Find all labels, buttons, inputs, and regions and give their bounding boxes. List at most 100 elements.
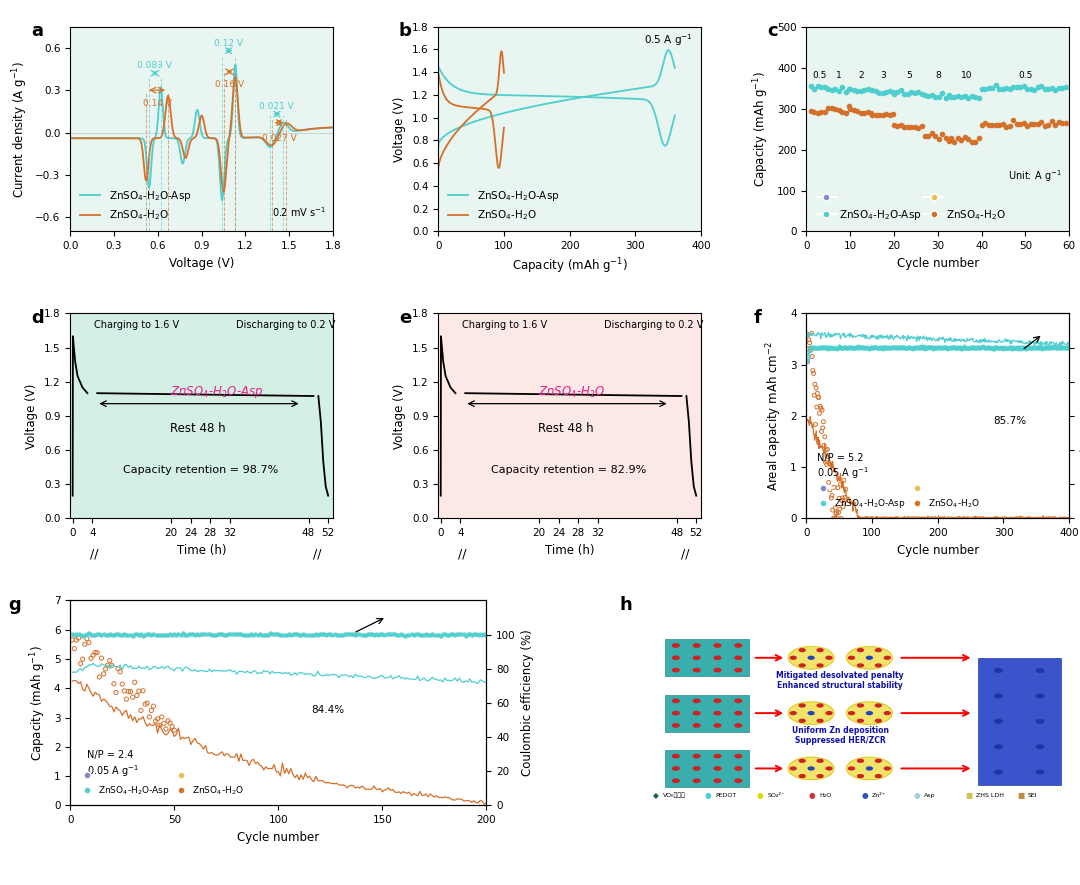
Point: [814, 341, 832, 355]
Point: [881, 341, 899, 355]
Point: [133, 627, 150, 642]
Circle shape: [714, 779, 720, 782]
Point: [64, 627, 81, 642]
Circle shape: [693, 766, 700, 770]
Point: [205, 628, 222, 643]
Point: [1023, 341, 1040, 355]
Point: [920, 341, 937, 355]
Point: [384, 627, 402, 642]
Point: [91, 670, 108, 684]
Point: [829, 341, 847, 355]
Point: [953, 342, 970, 356]
Text: 84.4%: 84.4%: [312, 705, 345, 715]
Point: [987, 79, 1004, 93]
Point: [448, 627, 465, 642]
Point: [286, 627, 303, 642]
Point: [1050, 340, 1067, 354]
Circle shape: [876, 759, 881, 762]
Point: [976, 116, 994, 130]
Point: [865, 340, 882, 354]
Point: [825, 481, 842, 495]
Circle shape: [693, 724, 700, 727]
Circle shape: [673, 712, 679, 715]
Point: [1020, 340, 1037, 354]
Point: [927, 90, 944, 104]
Text: PEDOT: PEDOT: [715, 793, 737, 797]
Point: [831, 491, 848, 505]
Point: [272, 628, 289, 643]
Point: [1035, 341, 1052, 355]
Point: [1043, 81, 1061, 95]
Point: [967, 89, 984, 104]
Point: [953, 133, 970, 147]
Point: [372, 627, 389, 642]
Point: [1054, 341, 1071, 355]
Point: [1022, 340, 1039, 354]
Text: Rest 48 h: Rest 48 h: [171, 422, 226, 435]
Point: [907, 341, 924, 355]
Point: [109, 661, 126, 675]
Point: [149, 712, 166, 726]
Text: //: //: [312, 547, 321, 560]
Circle shape: [791, 767, 796, 770]
Point: [903, 120, 920, 135]
Point: [396, 628, 414, 643]
Point: [380, 627, 397, 642]
Point: [1038, 341, 1055, 355]
Point: [909, 85, 927, 99]
Point: [282, 627, 299, 642]
Point: [955, 342, 972, 356]
Point: [1040, 341, 1057, 355]
Point: [980, 119, 997, 133]
Point: [837, 85, 854, 99]
Point: [838, 341, 855, 355]
Point: [1017, 341, 1035, 355]
Point: [342, 627, 360, 642]
Point: [987, 341, 1004, 355]
Point: [881, 84, 899, 98]
Point: [831, 103, 848, 117]
Point: [105, 677, 122, 691]
Point: [811, 406, 828, 420]
Point: [1001, 119, 1018, 134]
Point: [882, 340, 900, 354]
Point: [266, 627, 283, 642]
Point: [261, 627, 279, 641]
Point: [369, 627, 387, 642]
Point: [900, 87, 917, 101]
Point: [892, 340, 909, 354]
Text: d: d: [30, 310, 43, 327]
Circle shape: [866, 712, 873, 714]
Point: [801, 340, 819, 354]
Point: [915, 341, 932, 355]
Point: [224, 627, 241, 642]
Text: 0.12 V: 0.12 V: [214, 39, 243, 48]
X-axis label: Voltage (V): Voltage (V): [168, 257, 234, 270]
Point: [1010, 342, 1027, 356]
Point: [1008, 341, 1025, 355]
Text: 0.027 V: 0.027 V: [261, 134, 296, 143]
Point: [219, 627, 237, 641]
Point: [874, 86, 891, 100]
Point: [376, 627, 393, 642]
Point: [1061, 341, 1078, 355]
Circle shape: [1037, 745, 1043, 749]
Point: [957, 341, 974, 355]
Point: [806, 340, 823, 354]
Point: [868, 341, 886, 355]
Point: [913, 339, 930, 353]
Point: [426, 628, 443, 643]
Point: [891, 341, 908, 355]
Point: [812, 80, 829, 94]
Point: [918, 341, 935, 355]
Point: [66, 642, 83, 656]
Text: f: f: [754, 310, 761, 327]
Point: [75, 628, 92, 643]
Point: [303, 627, 321, 642]
Circle shape: [735, 724, 742, 727]
Circle shape: [885, 712, 890, 714]
FancyBboxPatch shape: [665, 695, 748, 732]
Point: [852, 84, 869, 98]
Point: [864, 341, 881, 355]
Circle shape: [858, 664, 863, 667]
